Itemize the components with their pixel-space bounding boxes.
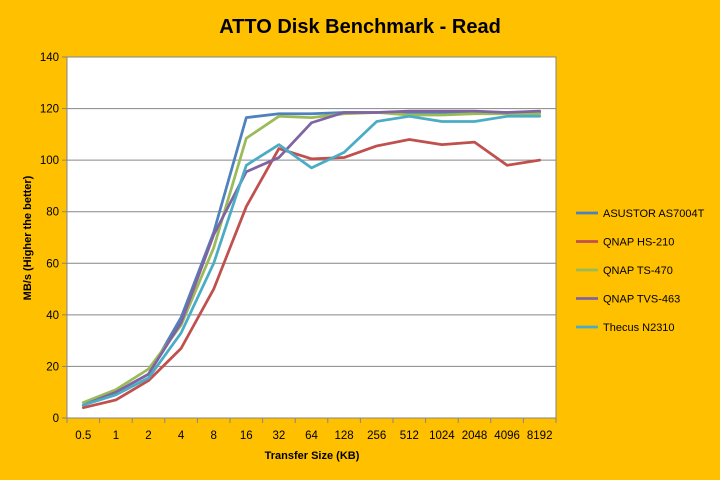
y-tick-label: 80 xyxy=(46,207,59,219)
y-tick-label: 60 xyxy=(46,258,59,270)
series-line-2 xyxy=(81,111,542,404)
legend-label: QNAP HS-210 xyxy=(603,237,674,249)
x-tick-label: 16 xyxy=(240,430,253,442)
y-tick-label: 0 xyxy=(53,413,59,425)
x-tick-label: 0.5 xyxy=(75,430,91,442)
y-tick-label: 40 xyxy=(46,310,59,322)
series-lines xyxy=(81,109,542,410)
y-tick-label: 120 xyxy=(40,104,59,116)
gridlines xyxy=(62,56,556,419)
axes xyxy=(66,57,557,423)
legend-label: QNAP TVS-463 xyxy=(603,294,680,306)
legend-label: ASUSTOR AS7004T xyxy=(603,208,705,220)
x-tick-label: 256 xyxy=(367,430,386,442)
x-tick-label: 32 xyxy=(273,430,286,442)
x-tick-labels: 0.5 1 2 4 8 16 32 64 128 256 512 1024 2048 4096 8192 xyxy=(75,430,552,442)
x-tick-label: 1 xyxy=(113,430,119,442)
series-line-4 xyxy=(81,114,542,407)
legend-label: QNAP TS-470 xyxy=(603,265,673,277)
series-line-1 xyxy=(81,138,542,410)
x-tick-label: 8 xyxy=(210,430,216,442)
legend: ASUSTOR AS7004T QNAP HS-210 QNAP TS-470 QNA… xyxy=(576,208,705,334)
x-tick-label: 2 xyxy=(145,430,151,442)
x-tick-label: 4 xyxy=(178,430,185,442)
chart-title: ATTO Disk Benchmark - Read xyxy=(219,16,501,38)
x-tick-label: 4096 xyxy=(494,430,520,442)
y-tick-label: 20 xyxy=(46,361,59,373)
x-tick-label: 2048 xyxy=(462,430,488,442)
y-tick-label: 140 xyxy=(40,52,59,64)
series-line-3 xyxy=(81,109,542,407)
y-axis-label: MB/s (Higher the better) xyxy=(22,175,34,300)
y-tick-labels: 0 20 40 60 80 100 120 140 xyxy=(40,52,59,425)
x-tick-label: 64 xyxy=(305,430,318,442)
x-axis-label: Transfer Size (KB) xyxy=(265,450,360,462)
y-tick-label: 100 xyxy=(40,155,59,167)
x-tick-label: 1024 xyxy=(429,430,455,442)
legend-label: Thecus N2310 xyxy=(603,322,675,334)
x-tick-label: 128 xyxy=(335,430,354,442)
x-tick-label: 512 xyxy=(400,430,419,442)
x-tick-label: 8192 xyxy=(527,430,553,442)
